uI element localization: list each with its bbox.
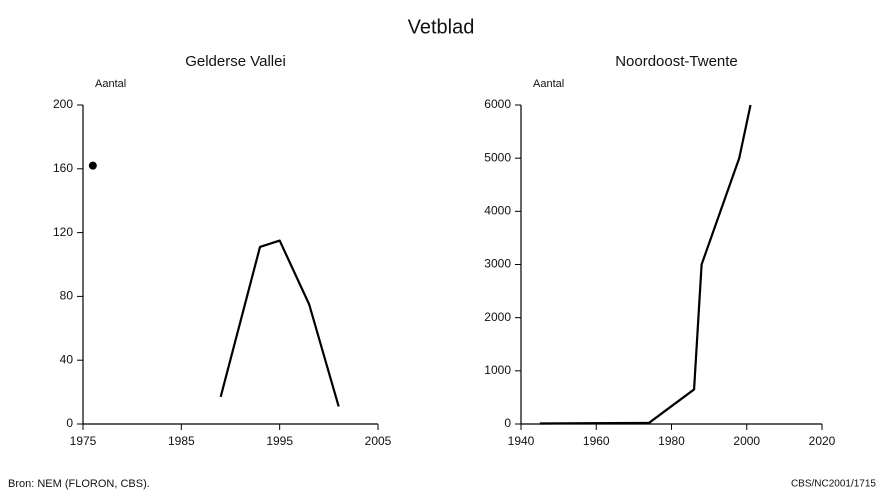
- y-tick-label: 2000: [484, 310, 511, 324]
- y-axis-label: Aantal: [95, 78, 126, 90]
- figure-title: Vetblad: [408, 16, 475, 38]
- y-tick-label: 160: [53, 161, 73, 175]
- x-tick-label: 1985: [168, 434, 195, 448]
- data-line: [219, 239, 340, 407]
- y-tick-label: 80: [60, 289, 74, 303]
- y-tick-label: 40: [60, 352, 74, 366]
- data-line: [539, 104, 752, 425]
- x-tick-label: 1975: [70, 434, 97, 448]
- y-axis-label: Aantal: [533, 78, 564, 90]
- y-tick-label: 1000: [484, 363, 511, 377]
- subplot-title: Noordoost-Twente: [615, 53, 738, 70]
- y-tick-label: 3000: [484, 257, 511, 271]
- source: Bron: NEM (FLORON, CBS).: [8, 478, 150, 490]
- code: CBS/NC2001/1715: [791, 479, 876, 490]
- x-tick-label: 1940: [508, 434, 535, 448]
- data-point: [88, 161, 97, 170]
- x-tick-label: 1980: [658, 434, 685, 448]
- y-tick-label: 200: [53, 97, 73, 111]
- y-tick-label: 6000: [484, 97, 511, 111]
- y-tick-label: 0: [66, 416, 73, 430]
- x-tick-label: 1960: [583, 434, 610, 448]
- y-tick-label: 120: [53, 225, 73, 239]
- y-tick-label: 5000: [484, 150, 511, 164]
- x-tick-label: 2005: [365, 434, 392, 448]
- x-tick-label: 2000: [733, 434, 760, 448]
- subplot-title: Gelderse Vallei: [185, 53, 286, 70]
- y-tick-label: 0: [504, 416, 511, 430]
- x-tick-label: 2020: [809, 434, 836, 448]
- y-tick-label: 4000: [484, 204, 511, 218]
- x-tick-label: 1995: [266, 434, 293, 448]
